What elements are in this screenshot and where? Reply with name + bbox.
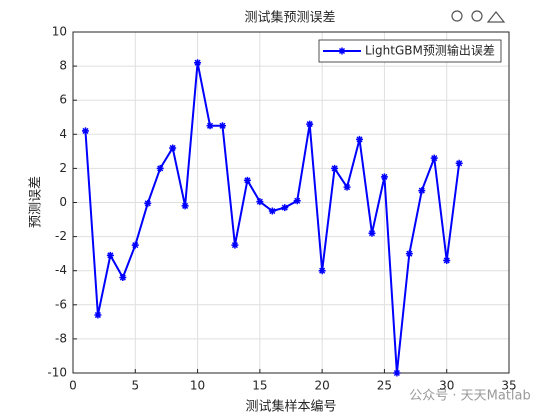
- marker-stroke: [293, 197, 301, 205]
- data-point: [430, 154, 438, 162]
- data-point: [418, 187, 426, 195]
- marker-stroke: [256, 198, 264, 206]
- data-point: [293, 197, 301, 205]
- marker-stroke: [418, 187, 426, 195]
- legend: LightGBM预测输出误差: [318, 39, 502, 63]
- data-point: [206, 122, 214, 130]
- data-point: [256, 198, 264, 206]
- marker-stroke: [393, 369, 401, 377]
- legend-label: LightGBM预测输出误差: [365, 43, 495, 58]
- marker-stroke: [380, 173, 388, 181]
- y-tick-label: 6: [59, 93, 67, 107]
- marker-stroke: [94, 311, 102, 319]
- marker-stroke: [331, 164, 339, 172]
- data-point: [368, 229, 376, 237]
- data-point: [306, 120, 314, 128]
- axes-box: [72, 31, 510, 374]
- zoom-in-icon[interactable]: [451, 10, 463, 22]
- marker-stroke: [368, 229, 376, 237]
- legend-box: [318, 39, 502, 63]
- data-point: [318, 267, 326, 275]
- data-point: [443, 256, 451, 264]
- y-tick-label: -8: [55, 331, 67, 345]
- data-point: [106, 251, 114, 259]
- data-point: [268, 207, 276, 215]
- marker-stroke: [306, 120, 314, 128]
- marker-stroke: [243, 176, 251, 184]
- marker-stroke: [144, 199, 152, 207]
- marker-stroke: [338, 47, 346, 55]
- data-point: [218, 122, 226, 130]
- data-point: [405, 250, 413, 258]
- marker-stroke: [218, 122, 226, 130]
- marker-stroke: [231, 241, 239, 249]
- toolbar[interactable]: [368, 10, 506, 24]
- y-tick-label: -10: [47, 366, 67, 380]
- data-point: [131, 241, 139, 249]
- x-tick-label: 30: [439, 379, 454, 393]
- y-tick-label: 10: [52, 25, 67, 39]
- y-axis-label: 预测误差: [29, 176, 44, 228]
- data-point: [181, 202, 189, 210]
- marker-stroke: [81, 127, 89, 135]
- marker-stroke: [169, 144, 177, 152]
- marker-stroke: [405, 250, 413, 258]
- data-point: [331, 164, 339, 172]
- data-point: [156, 164, 164, 172]
- marker-stroke: [343, 183, 351, 191]
- marker-stroke: [181, 202, 189, 210]
- y-tick-label: 8: [59, 59, 67, 73]
- data-point: [380, 173, 388, 181]
- y-tick-label: -2: [55, 229, 67, 243]
- data-point: [169, 144, 177, 152]
- x-tick-label: 25: [377, 379, 392, 393]
- y-tick-label: -6: [55, 297, 67, 311]
- marker-stroke: [206, 122, 214, 130]
- watermark: 公众号 · 天天Matlab: [409, 389, 531, 404]
- zoom-out-icon[interactable]: [471, 10, 483, 22]
- data-point: [94, 311, 102, 319]
- x-tick-label: 5: [131, 379, 139, 393]
- marker-stroke: [430, 154, 438, 162]
- x-tick-label: 35: [501, 379, 516, 393]
- y-tick-label: 0: [59, 195, 67, 209]
- data-point: [393, 369, 401, 377]
- data-point: [194, 59, 202, 67]
- data-point: [281, 204, 289, 212]
- x-tick-label: 20: [315, 379, 330, 393]
- y-tick-label: 4: [59, 127, 67, 141]
- y-tick-label: -4: [55, 263, 67, 277]
- marker-stroke: [455, 159, 463, 167]
- x-tick-label: 0: [69, 379, 77, 393]
- chart-title: 测试集预测误差: [244, 10, 335, 26]
- y-tick-label: 2: [59, 161, 67, 175]
- x-tick-label: 10: [190, 379, 205, 393]
- data-point: [144, 199, 152, 207]
- data-point: [243, 176, 251, 184]
- marker-stroke: [318, 267, 326, 275]
- marker-stroke: [131, 241, 139, 249]
- data-point: [356, 135, 364, 143]
- marker-stroke: [156, 164, 164, 172]
- x-axis-label: 测试集样本编号: [245, 399, 336, 415]
- marker-stroke: [194, 59, 202, 67]
- data-point: [81, 127, 89, 135]
- marker-stroke: [281, 204, 289, 212]
- data-point: [455, 159, 463, 167]
- data-point: [231, 241, 239, 249]
- data-point: [119, 274, 127, 282]
- marker-stroke: [356, 135, 364, 143]
- x-tick-label: 15: [252, 379, 267, 393]
- home-icon[interactable]: [486, 11, 506, 23]
- marker-stroke: [443, 256, 451, 264]
- marker-stroke: [268, 207, 276, 215]
- marker-stroke: [106, 251, 114, 259]
- data-point: [343, 183, 351, 191]
- marker-stroke: [119, 274, 127, 282]
